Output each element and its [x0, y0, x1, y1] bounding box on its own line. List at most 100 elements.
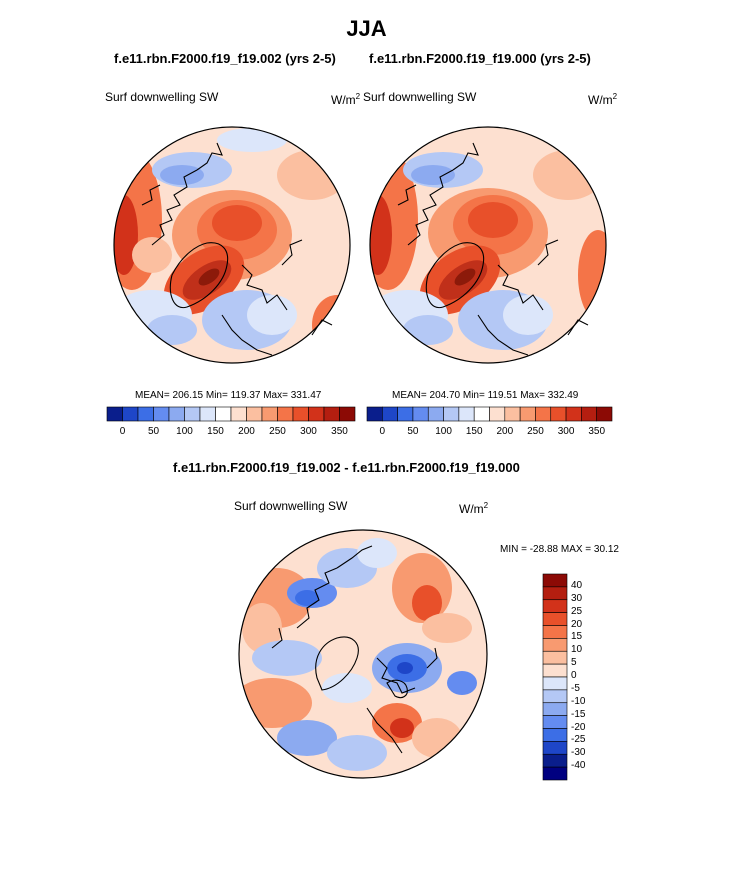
colorbar-diff [542, 573, 568, 781]
colorbar-swatch [230, 406, 247, 422]
colorbar-swatch [184, 406, 201, 422]
colorbar-swatch [565, 406, 582, 422]
colorbar-swatch [542, 766, 568, 781]
colorbar-swatch [199, 406, 216, 422]
colorbar-tick-label: 300 [557, 426, 575, 437]
map-1-coastlines [141, 142, 333, 356]
colorbar-swatch [443, 406, 460, 422]
colorbar-swatch [519, 406, 536, 422]
colorbar-1-ticks: 0 50 100 150 200 250 300 350 [0, 426, 733, 440]
colorbar-tick-label: -30 [571, 747, 586, 759]
panel-2-variable-label: Surf downwelling SW [363, 90, 477, 104]
colorbar-swatch [261, 406, 278, 422]
colorbar-swatch [366, 406, 383, 422]
colorbar-tick-label: 350 [331, 426, 348, 437]
diff-units: W/m2 [459, 501, 489, 516]
colorbar-tick-label: 200 [496, 426, 514, 437]
colorbar-swatch [397, 406, 414, 422]
colorbar-swatch [542, 741, 568, 755]
colorbar-swatch [412, 406, 429, 422]
panel-2-stats: MEAN= 204.70 Min= 119.51 Max= 332.49 [392, 390, 579, 401]
colorbar-swatch [542, 573, 568, 588]
colorbar-swatch [153, 406, 170, 422]
colorbar-swatch [596, 406, 613, 422]
colorbar-2-ticks: 0 50 100 150 200 250 300 350 [0, 426, 733, 440]
colorbar-tick-label: 0 [571, 670, 577, 681]
colorbar-tick-label: 250 [269, 426, 286, 437]
colorbar-swatch [542, 753, 568, 768]
colorbar-tick-label: 250 [527, 426, 544, 437]
colorbar-tick-label: 100 [176, 426, 193, 437]
colorbar-swatch [542, 612, 568, 626]
colorbar-swatch [542, 650, 568, 665]
map-1-field [114, 127, 350, 363]
colorbar-tick-label: 100 [435, 426, 452, 437]
colorbar-tick-label: -5 [571, 682, 580, 694]
polar-map-2 [369, 126, 607, 364]
colorbar-tick-label: -10 [571, 695, 586, 707]
polar-map-1 [113, 126, 351, 364]
colorbar-swatch [581, 406, 597, 422]
colorbar-swatch [542, 728, 568, 742]
colorbar-1 [106, 406, 356, 422]
colorbar-swatch [427, 406, 444, 422]
colorbar-swatch [339, 406, 356, 422]
colorbar-tick-label: 10 [571, 644, 583, 656]
map-1-border [113, 126, 351, 364]
colorbar-tick-label: 200 [238, 426, 255, 437]
colorbar-swatch [458, 406, 475, 422]
colorbar-swatch [542, 676, 568, 691]
colorbar-swatch [215, 406, 232, 422]
diff-map-coastlines [271, 545, 438, 754]
map-2-border [369, 126, 607, 364]
colorbar-tick-label: -40 [571, 760, 586, 772]
colorbar-tick-label: -15 [571, 708, 586, 720]
colorbar-tick-label: 30 [571, 592, 583, 604]
diff-variable-label: Surf downwelling SW [234, 499, 348, 513]
panel-1-units: W/m2 [331, 92, 361, 107]
colorbar-swatch [542, 599, 568, 613]
colorbar-swatch [277, 406, 294, 422]
colorbar-swatch [542, 638, 568, 652]
panel-1-case-title: f.e11.rbn.F2000.f19_f19.002 (yrs 2-5) [114, 51, 336, 66]
colorbar-swatch [137, 406, 154, 422]
colorbar-swatch [308, 406, 325, 422]
colorbar-tick-label: 40 [571, 579, 583, 591]
panel-2-units: W/m2 [588, 92, 618, 107]
colorbar-swatch [504, 406, 521, 422]
colorbar-tick-label: 150 [207, 426, 224, 437]
page-title: JJA [346, 16, 387, 41]
diff-minmax: MIN = -28.88 MAX = 30.12 [500, 544, 619, 555]
panel-1-stats: MEAN= 206.15 Min= 119.37 Max= 331.47 [135, 390, 322, 401]
panel-2-case-title: f.e11.rbn.F2000.f19_f19.000 (yrs 2-5) [369, 51, 591, 66]
colorbar-tick-label: 50 [407, 426, 419, 437]
map-2-field [370, 127, 606, 363]
colorbar-swatch [246, 406, 263, 422]
colorbar-swatch [292, 406, 309, 422]
colorbar-tick-label: 15 [571, 631, 583, 643]
colorbar-tick-label: 0 [379, 426, 386, 437]
colorbar-swatch [542, 586, 568, 601]
colorbar-tick-label: 150 [465, 426, 483, 437]
colorbar-tick-label: 25 [571, 605, 583, 617]
colorbar-tick-label: -20 [571, 721, 586, 733]
panel-1-variable-label: Surf downwelling SW [105, 90, 219, 104]
colorbar-swatch [106, 406, 123, 422]
colorbar-tick-label: 350 [588, 426, 606, 437]
diff-map-field [239, 530, 487, 778]
diff-map-border [238, 529, 488, 779]
colorbar-tick-label: 300 [300, 426, 317, 437]
colorbar-swatch [168, 406, 185, 422]
colorbar-swatch [550, 406, 567, 422]
colorbar-2 [366, 406, 613, 422]
colorbar-tick-label: 0 [119, 426, 126, 437]
map-2-coastlines [397, 142, 589, 356]
colorbar-swatch [122, 406, 139, 422]
colorbar-swatch [542, 663, 568, 678]
colorbar-swatch [323, 406, 340, 422]
colorbar-swatch [535, 406, 552, 422]
colorbar-swatch [542, 702, 568, 716]
colorbar-swatch [542, 689, 568, 704]
colorbar-swatch [382, 406, 398, 422]
colorbar-swatch [473, 406, 490, 422]
